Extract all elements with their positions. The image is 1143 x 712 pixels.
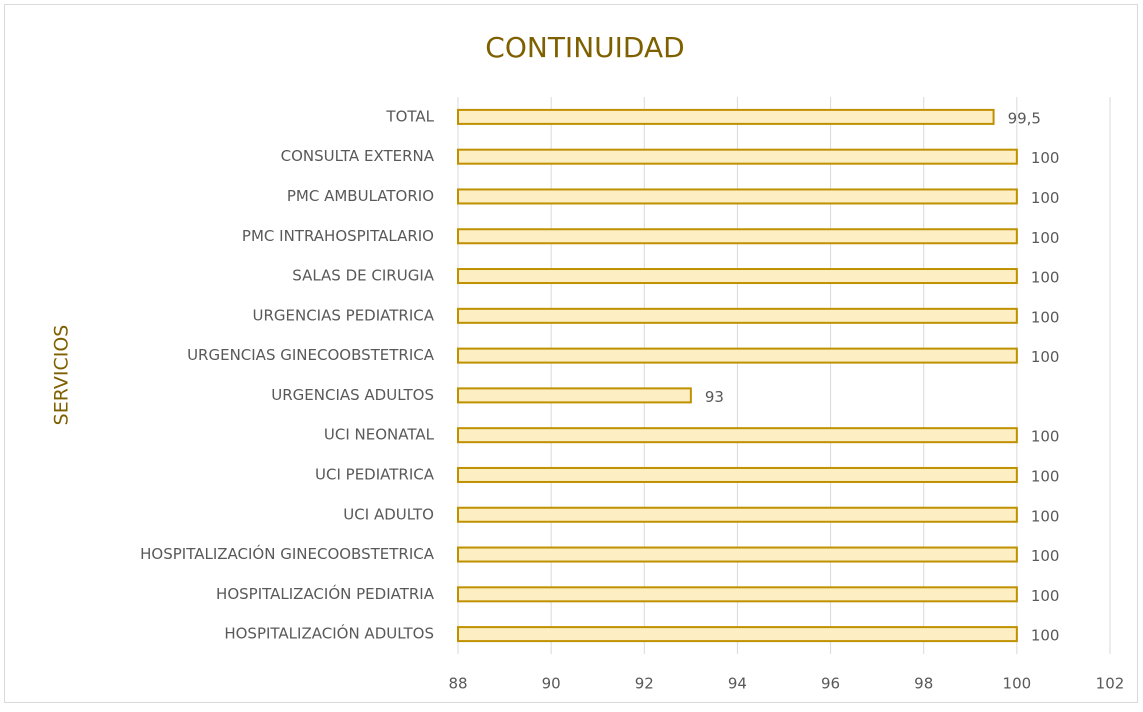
bar xyxy=(457,188,1018,205)
bar xyxy=(457,148,1018,165)
y-tick-label: UCI NEONATAL xyxy=(324,426,435,444)
bar xyxy=(457,506,1018,523)
data-label: 93 xyxy=(705,388,724,406)
y-tick-label: SALAS DE CIRUGIA xyxy=(292,267,434,285)
bar xyxy=(457,626,1018,643)
x-tick-label: 90 xyxy=(542,675,561,693)
bar xyxy=(457,268,1018,285)
bar xyxy=(457,466,1018,483)
data-label: 100 xyxy=(1031,587,1060,605)
data-label: 100 xyxy=(1031,189,1060,207)
x-tick-label: 88 xyxy=(448,675,467,693)
x-tick-label: 100 xyxy=(1003,675,1032,693)
data-label: 100 xyxy=(1031,149,1060,167)
data-label: 100 xyxy=(1031,229,1060,247)
y-tick-label: CONSULTA EXTERNA xyxy=(281,147,435,165)
data-label: 100 xyxy=(1031,627,1060,645)
bar xyxy=(457,546,1018,563)
bar xyxy=(457,307,1018,324)
x-tick-label: 96 xyxy=(821,675,840,693)
bar xyxy=(457,387,692,404)
bar xyxy=(457,427,1018,444)
y-tick-label: PMC INTRAHOSPITALARIO xyxy=(242,227,434,245)
x-tick-label: 98 xyxy=(914,675,933,693)
y-tick-label: HOSPITALIZACIÓN GINECOOBSTETRICA xyxy=(140,544,435,563)
y-tick-label: URGENCIAS GINECOOBSTETRICA xyxy=(187,346,435,364)
data-label: 100 xyxy=(1031,269,1060,287)
data-label: 100 xyxy=(1031,428,1060,446)
data-label: 100 xyxy=(1031,308,1060,326)
x-tick-label: 92 xyxy=(635,675,654,693)
data-label: 99,5 xyxy=(1008,109,1041,127)
y-tick-label: URGENCIAS PEDIATRICA xyxy=(252,306,434,324)
bar xyxy=(457,586,1018,603)
bar xyxy=(457,228,1018,245)
y-tick-label: PMC AMBULATORIO xyxy=(287,187,434,205)
bar xyxy=(457,347,1018,364)
y-tick-label: UCI ADULTO xyxy=(343,505,434,523)
y-tick-label: TOTAL xyxy=(385,107,434,125)
y-tick-label: URGENCIAS ADULTOS xyxy=(271,386,434,404)
y-tick-label: HOSPITALIZACIÓN PEDIATRIA xyxy=(216,584,435,603)
data-label: 100 xyxy=(1031,507,1060,525)
chart-title: CONTINUIDAD xyxy=(485,31,684,64)
data-label: 100 xyxy=(1031,467,1060,485)
bar xyxy=(457,108,995,125)
data-label: 100 xyxy=(1031,547,1060,565)
x-tick-label: 102 xyxy=(1096,675,1125,693)
data-label: 100 xyxy=(1031,348,1060,366)
y-axis-label: SERVICIOS xyxy=(51,325,73,426)
x-tick-label: 94 xyxy=(728,675,747,693)
y-tick-label: HOSPITALIZACIÓN ADULTOS xyxy=(224,624,434,643)
y-tick-label: UCI PEDIATRICA xyxy=(315,465,435,483)
